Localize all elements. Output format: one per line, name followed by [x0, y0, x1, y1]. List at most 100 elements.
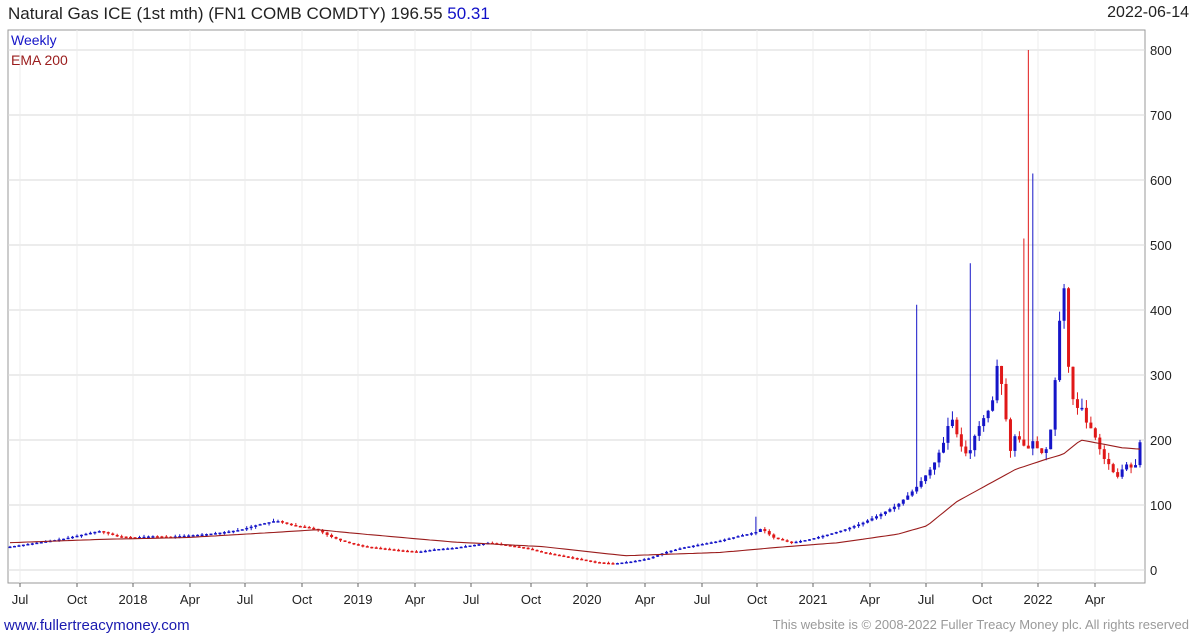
- candle-body: [857, 524, 861, 527]
- candle-body: [1000, 365, 1004, 384]
- candle-body: [1071, 366, 1075, 400]
- candle-body: [696, 544, 700, 547]
- candle-body: [325, 532, 329, 535]
- x-tick-label: Oct: [292, 592, 313, 607]
- candle-body: [66, 537, 70, 540]
- candle-body: [481, 543, 485, 546]
- candle-body: [870, 518, 874, 521]
- candle-body: [700, 543, 704, 546]
- candle-body: [1008, 419, 1012, 451]
- candle-body: [414, 551, 418, 553]
- candle-body: [714, 541, 718, 544]
- candle-body: [508, 545, 512, 547]
- candle-body: [584, 559, 588, 562]
- candle-body: [758, 529, 762, 533]
- candle-body: [781, 538, 785, 541]
- candle-body: [379, 547, 383, 550]
- candle-body: [356, 544, 360, 546]
- candle-body: [915, 486, 919, 492]
- site-link[interactable]: www.fullertreacymoney.com: [4, 617, 190, 634]
- chart-title: Natural Gas ICE (1st mth) (FN1 COMB COMD…: [8, 4, 443, 23]
- candle-body: [624, 562, 628, 564]
- candle-body: [231, 530, 235, 533]
- candle-body: [182, 535, 186, 538]
- candle-body: [843, 529, 847, 531]
- candle-body: [794, 541, 798, 544]
- candle-body: [370, 546, 374, 549]
- y-tick-label: 800: [1150, 43, 1172, 58]
- candle-body: [861, 522, 865, 525]
- candle-body: [222, 532, 226, 534]
- candle-body: [825, 534, 829, 537]
- candle-body: [1049, 429, 1053, 450]
- candle-body: [830, 533, 834, 535]
- candle-body: [392, 549, 396, 551]
- price-change: 50.31: [447, 4, 490, 23]
- candle-body: [682, 547, 686, 549]
- copyright-notice: This website is © 2008-2022 Fuller Treac…: [772, 617, 1189, 632]
- candle-body: [334, 537, 338, 539]
- candle-body: [1004, 383, 1008, 420]
- candle-body: [723, 539, 727, 542]
- candle-body: [446, 548, 450, 550]
- candle-body: [187, 535, 191, 537]
- candle-body: [848, 527, 852, 530]
- candle-body: [57, 539, 61, 541]
- candle-body: [526, 547, 530, 550]
- candle-body: [374, 547, 378, 549]
- candle-body: [406, 550, 410, 553]
- candle-body: [553, 553, 557, 556]
- candle-body: [26, 543, 30, 546]
- candle-body: [982, 418, 986, 427]
- x-tick-label: Jul: [463, 592, 480, 607]
- legend-ema-200: EMA 200: [11, 52, 68, 68]
- candle-body: [383, 548, 387, 550]
- candle-body: [276, 521, 280, 523]
- candle-body: [910, 491, 914, 496]
- candle-body: [647, 558, 651, 560]
- candle-body: [254, 525, 258, 527]
- candle-body: [240, 529, 244, 531]
- candle-body: [285, 522, 289, 524]
- candle-body: [718, 540, 722, 543]
- candle-body: [88, 532, 92, 535]
- candle-body: [888, 509, 892, 512]
- candle-body: [178, 536, 182, 538]
- y-tick-label: 700: [1150, 108, 1172, 123]
- candle-body: [665, 551, 669, 554]
- candles: [8, 50, 1142, 565]
- candle-body: [1116, 472, 1120, 477]
- x-tick-label: Jul: [237, 592, 254, 607]
- candle-body: [924, 475, 928, 482]
- candle-body: [575, 557, 579, 560]
- candle-body: [218, 532, 222, 535]
- candle-body: [852, 526, 856, 528]
- candle-body: [155, 536, 159, 538]
- candle-body: [1013, 436, 1017, 451]
- x-tick-label: Jul: [918, 592, 935, 607]
- x-tick-label: 2019: [344, 592, 373, 607]
- candle-body: [473, 544, 477, 547]
- candle-body: [615, 563, 619, 565]
- candle-body: [651, 556, 655, 559]
- candle-body: [1084, 407, 1088, 423]
- candle-body: [298, 526, 302, 528]
- candle-body: [124, 536, 128, 539]
- candle-body: [321, 529, 325, 533]
- y-tick-label: 600: [1150, 173, 1172, 188]
- x-tick-label: 2020: [573, 592, 602, 607]
- candle-body: [602, 562, 606, 564]
- candle-body: [410, 551, 414, 553]
- candle-body: [986, 410, 990, 419]
- candle-body: [106, 532, 110, 534]
- candle-body: [191, 535, 195, 537]
- candle-body: [790, 541, 794, 544]
- candle-body: [566, 556, 570, 558]
- candle-body: [807, 539, 811, 541]
- x-tick-label: Oct: [67, 592, 88, 607]
- candle-body: [79, 534, 83, 537]
- candle-body: [1089, 422, 1093, 429]
- candle-body: [450, 548, 454, 550]
- candle-body: [464, 546, 468, 548]
- candle-body: [749, 533, 753, 535]
